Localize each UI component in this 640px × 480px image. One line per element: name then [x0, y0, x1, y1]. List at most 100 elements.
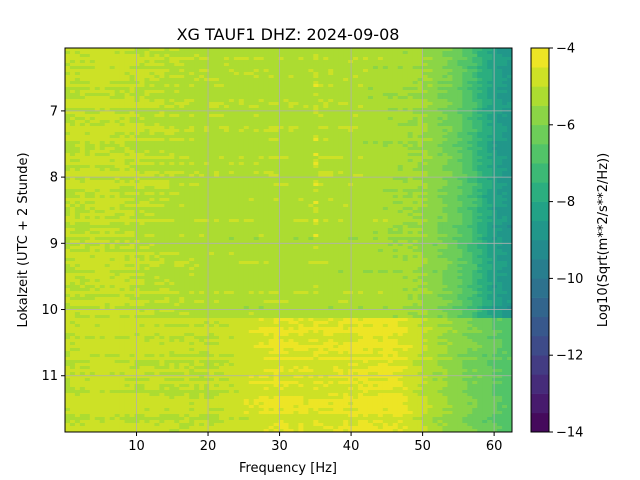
heatmap-cell: [248, 84, 255, 88]
heatmap-cell: [323, 174, 329, 178]
heatmap-cell: [218, 207, 225, 211]
heatmap-cell: [338, 135, 344, 139]
heatmap-cell: [263, 120, 270, 124]
heatmap-cell: [94, 174, 101, 178]
heatmap-cell: [104, 204, 111, 208]
heatmap-cell: [333, 174, 339, 178]
heatmap-cell: [139, 117, 145, 121]
heatmap-cell: [124, 204, 130, 208]
heatmap-cell: [288, 72, 294, 76]
heatmap-cell: [298, 156, 304, 160]
heatmap-cell: [149, 105, 155, 109]
heatmap-cell: [412, 57, 419, 61]
heatmap-cell: [109, 156, 116, 160]
heatmap-cell: [482, 141, 488, 145]
heatmap-cell: [149, 171, 155, 175]
heatmap-cell: [452, 171, 458, 175]
heatmap-cell: [353, 54, 359, 58]
heatmap-cell: [228, 78, 235, 82]
heatmap-cell: [99, 210, 106, 214]
heatmap-cell: [174, 120, 180, 124]
heatmap-cell: [422, 204, 428, 208]
heatmap-cell: [233, 81, 240, 85]
heatmap-cell: [377, 84, 384, 88]
heatmap-cell: [487, 171, 493, 175]
heatmap-cell: [94, 192, 101, 196]
heatmap-cell: [402, 84, 409, 88]
heatmap-cell: [104, 153, 111, 157]
heatmap-cell: [353, 108, 359, 112]
heatmap-cell: [497, 180, 503, 184]
heatmap-cell: [432, 126, 438, 130]
heatmap-cell: [114, 183, 121, 187]
heatmap-cell: [372, 135, 379, 139]
heatmap-cell: [149, 159, 155, 163]
heatmap-cell: [363, 180, 369, 184]
heatmap-cell: [144, 96, 150, 100]
heatmap-cell: [427, 105, 433, 109]
heatmap-cell: [382, 192, 389, 196]
heatmap-cell: [144, 108, 150, 112]
heatmap-cell: [333, 207, 339, 211]
heatmap-cell: [318, 117, 324, 121]
heatmap-cell: [154, 114, 160, 118]
heatmap-cell: [159, 171, 165, 175]
heatmap-cell: [382, 183, 389, 187]
heatmap-cell: [308, 150, 314, 154]
heatmap-cell: [258, 165, 265, 169]
heatmap-cell: [338, 51, 344, 55]
heatmap-cell: [367, 141, 374, 145]
heatmap-cell: [507, 96, 513, 100]
heatmap-cell: [308, 108, 314, 112]
heatmap-cell: [99, 156, 106, 160]
heatmap-cell: [74, 117, 81, 121]
heatmap-cell: [363, 60, 369, 64]
heatmap-cell: [104, 54, 111, 58]
heatmap-cell: [412, 165, 419, 169]
heatmap-cell: [129, 132, 135, 136]
heatmap-cell: [169, 165, 175, 169]
heatmap-cell: [248, 90, 255, 94]
heatmap-cell: [313, 153, 319, 157]
heatmap-cell: [328, 165, 334, 169]
heatmap-cell: [363, 165, 369, 169]
heatmap-cell: [164, 162, 170, 166]
heatmap-cell: [462, 141, 468, 145]
heatmap-cell: [338, 75, 344, 79]
heatmap-cell: [323, 117, 329, 121]
heatmap-cell: [343, 60, 349, 64]
heatmap-cell: [209, 183, 215, 187]
heatmap-cell: [427, 171, 433, 175]
heatmap-cell: [268, 153, 274, 157]
heatmap-cell: [497, 123, 503, 127]
heatmap-cell: [238, 69, 245, 73]
heatmap-cell: [114, 192, 121, 196]
heatmap-cell: [89, 75, 96, 79]
heatmap-cell: [69, 105, 76, 109]
heatmap-cell: [358, 111, 364, 115]
heatmap-cell: [343, 210, 349, 214]
heatmap-cell: [218, 147, 225, 151]
heatmap-cell: [353, 177, 359, 181]
heatmap-cell: [502, 102, 508, 106]
heatmap-cell: [442, 54, 448, 58]
heatmap-cell: [189, 99, 195, 103]
heatmap-cell: [482, 165, 488, 169]
heatmap-cell: [65, 168, 71, 172]
heatmap-cell: [74, 132, 81, 136]
heatmap-cell: [422, 114, 428, 118]
heatmap-cell: [367, 159, 374, 163]
heatmap-cell: [149, 180, 155, 184]
heatmap-cell: [278, 129, 284, 133]
heatmap-cell: [452, 147, 458, 151]
heatmap-cell: [238, 141, 245, 145]
heatmap-cell: [263, 156, 270, 160]
heatmap-cell: [477, 105, 483, 109]
heatmap-cell: [472, 156, 478, 160]
heatmap-cell: [159, 153, 165, 157]
heatmap-cell: [89, 165, 96, 169]
heatmap-cell: [84, 195, 91, 199]
heatmap-cell: [74, 66, 81, 70]
heatmap-cell: [109, 186, 116, 190]
heatmap-cell: [397, 81, 404, 85]
